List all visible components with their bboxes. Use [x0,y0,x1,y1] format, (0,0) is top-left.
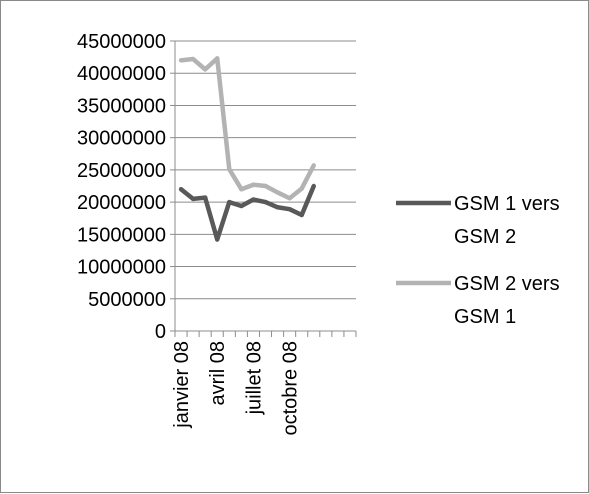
data-point [299,186,304,191]
y-tick-label: 0 [155,321,166,343]
data-point [239,187,244,192]
gridlines [175,40,356,300]
legend-label: GSM 2 [454,226,516,248]
x-tick-label: avril 08 [207,341,229,405]
y-tick-label: 5000000 [88,289,166,311]
legend-label: GSM 1 vers [454,193,560,215]
data-point [178,187,184,192]
data-point [178,58,184,63]
data-point [202,195,208,200]
data-point [190,196,196,202]
y-tick-label: 10000000 [77,257,166,279]
legend-label: GSM 2 vers [454,273,560,295]
data-point [311,183,316,189]
data-point [202,67,208,72]
data-point [239,203,244,209]
data-point [275,205,280,210]
y-tick-label: 35000000 [77,95,166,117]
data-point [251,182,256,187]
x-tick-labels: janvier 08 avril 08 juillet 08 octobre 08 [171,341,302,436]
y-tick-label: 45000000 [77,31,166,53]
y-tick-label: 20000000 [77,192,166,214]
y-tick-label: 40000000 [77,63,166,85]
data-point [215,56,220,61]
data-point [227,167,232,172]
y-tick-label: 30000000 [77,128,166,150]
legend-label: GSM 1 [454,306,516,328]
data-point [190,56,196,62]
series-line-2 [180,56,316,201]
y-tick-labels: 0 5000000 10000000 15000000 20000000 25000000… [77,31,166,343]
x-tick-label: juillet 08 [243,341,265,415]
data-point [299,212,304,218]
data-point [287,207,292,212]
x-tick-label: janvier 08 [171,341,193,429]
data-point [311,163,316,168]
legend: GSM 1 vers GSM 2 GSM 2 vers GSM 1 [396,193,560,328]
axes [170,40,357,337]
y-tick-label: 25000000 [77,160,166,182]
data-point [215,237,220,242]
data-point [263,183,268,189]
data-point [263,199,268,205]
data-point [251,197,256,202]
data-point [287,196,292,201]
series-lines [178,56,316,242]
data-point [275,190,280,195]
y-tick-label: 15000000 [77,224,166,246]
data-point [227,199,232,205]
x-tick-label: octobre 08 [280,341,302,436]
